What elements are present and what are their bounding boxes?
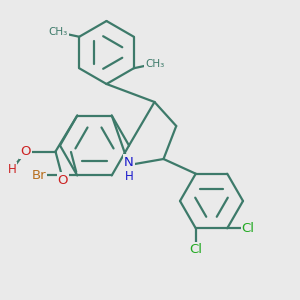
Text: O: O (58, 173, 68, 187)
Text: H: H (8, 163, 16, 176)
Text: Cl: Cl (189, 243, 202, 256)
Text: H: H (124, 170, 134, 183)
Text: Br: Br (32, 169, 46, 182)
Text: N: N (124, 155, 134, 169)
Text: CH₃: CH₃ (49, 27, 68, 37)
Text: Cl: Cl (242, 222, 255, 235)
Text: CH₃: CH₃ (145, 59, 164, 69)
Text: O: O (20, 145, 31, 158)
